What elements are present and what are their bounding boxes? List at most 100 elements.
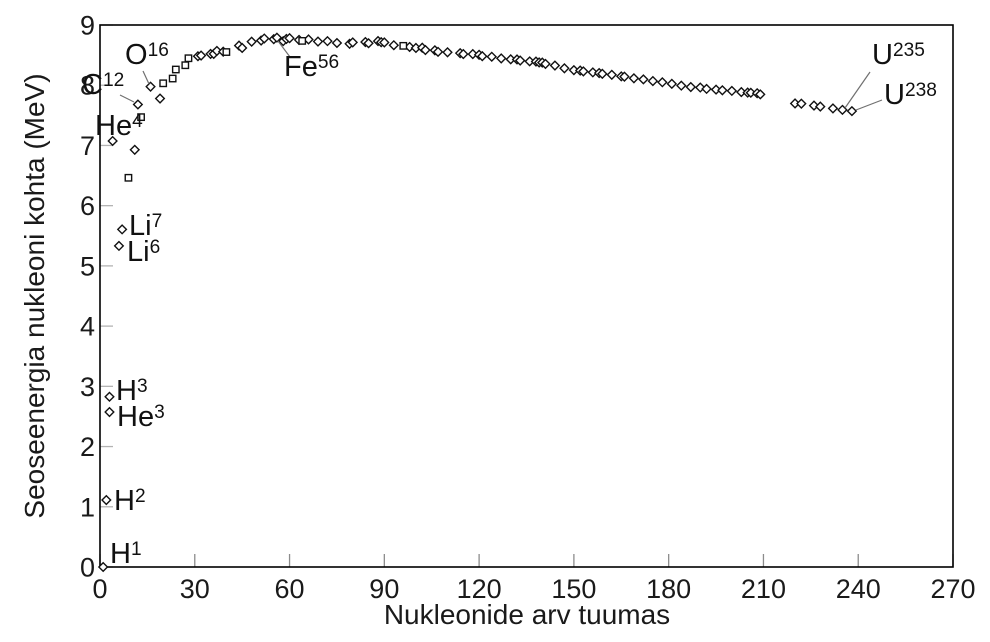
isotope-label-H2: H2 <box>114 485 146 517</box>
data-point-diamond <box>717 84 728 96</box>
data-point-square <box>171 65 180 74</box>
y-tick-label: 1 <box>80 492 95 522</box>
leader-line-O16 <box>142 70 150 85</box>
data-point-diamond <box>246 36 257 47</box>
data-point-diamond <box>442 46 453 58</box>
leader-line-Fe56 <box>277 40 291 58</box>
data-point-diamond <box>745 87 757 99</box>
isotope-label-He3: He3 <box>117 401 165 433</box>
data-point-square <box>124 173 133 182</box>
data-point-diamond <box>467 48 479 60</box>
x-tick-label: 270 <box>930 574 975 604</box>
y-tick-label: 9 <box>80 11 95 41</box>
data-point-diamond <box>476 50 488 62</box>
data-point-diamond <box>420 44 431 56</box>
data-point-diamond <box>587 67 599 78</box>
data-point-diamond <box>647 75 659 87</box>
data-point-diamond <box>808 100 820 111</box>
y-tick-label: 7 <box>80 131 95 161</box>
data-point-diamond <box>101 494 112 506</box>
data-point-diamond <box>104 391 115 403</box>
data-point-diamond <box>104 406 115 418</box>
data-point-diamond <box>347 37 359 48</box>
data-point-square <box>181 61 190 70</box>
isotope-label-He4: He4 <box>95 110 143 142</box>
isotope-label-C12: C12 <box>82 69 125 101</box>
data-point-diamond <box>559 63 570 74</box>
y-tick-label: 8 <box>80 71 95 101</box>
data-point-diamond <box>657 76 668 88</box>
data-point-square <box>298 36 307 45</box>
leader-line-U235 <box>844 71 871 109</box>
y-tick-label: 2 <box>80 432 95 462</box>
data-point-diamond <box>432 46 444 58</box>
data-point-diamond <box>606 69 618 81</box>
x-tick-label: 30 <box>180 574 210 604</box>
data-point-diamond <box>154 93 166 104</box>
data-point-diamond <box>331 37 343 49</box>
data-point-diamond <box>236 42 248 54</box>
x-tick-label: 210 <box>741 574 786 604</box>
x-tick-label: 90 <box>369 574 399 604</box>
data-point-square <box>222 48 231 56</box>
data-point-diamond <box>514 55 526 66</box>
data-point-square <box>184 54 193 63</box>
data-point-diamond <box>846 105 858 117</box>
data-point-diamond <box>379 37 390 48</box>
x-tick-label: 120 <box>457 574 502 604</box>
isotope-label-U238: U238 <box>884 79 937 111</box>
y-tick-label: 4 <box>80 312 95 342</box>
data-point-square <box>168 74 177 83</box>
x-axis-title: Nukleonide arv tuumas <box>383 599 671 630</box>
y-tick-label: 6 <box>80 191 95 221</box>
data-point-square <box>399 41 408 50</box>
data-point-diamond <box>258 33 270 44</box>
data-point-diamond <box>710 84 722 95</box>
data-point-diamond <box>388 39 400 51</box>
data-point-diamond <box>486 51 498 63</box>
data-point-diamond <box>211 45 223 57</box>
data-point-diamond <box>129 144 141 156</box>
isotope-label-Fe56: Fe56 <box>284 51 340 83</box>
data-point-diamond <box>701 83 712 95</box>
data-point-diamond <box>736 86 747 98</box>
x-tick-label: 60 <box>275 574 305 604</box>
data-point-diamond <box>837 104 848 116</box>
y-tick-label: 3 <box>80 372 95 402</box>
data-point-diamond <box>597 68 608 80</box>
data-point-diamond <box>271 32 283 43</box>
data-point-diamond <box>363 37 374 49</box>
plot-frame <box>99 24 954 568</box>
data-point-diamond <box>458 48 469 60</box>
data-point-diamond <box>97 561 109 573</box>
x-tick-label: 240 <box>836 574 881 604</box>
data-point-diamond <box>815 101 826 112</box>
data-point-square <box>159 79 168 88</box>
isotope-label-Li7: Li7 <box>129 210 163 242</box>
data-point-diamond <box>145 81 156 92</box>
leader-line-U238 <box>855 99 883 111</box>
y-tick-label: 5 <box>80 251 95 281</box>
x-tick-label: 150 <box>551 574 596 604</box>
data-point-diamond <box>116 224 128 235</box>
leader-line-C12 <box>119 94 135 103</box>
data-point-diamond <box>549 60 561 71</box>
data-point-diamond <box>796 98 807 109</box>
data-point-diamond <box>619 71 630 82</box>
x-tick-label: 180 <box>646 574 691 604</box>
data-point-diamond <box>628 73 640 84</box>
isotope-label-U235: U235 <box>872 39 925 71</box>
data-point-diamond <box>540 58 551 70</box>
data-point-diamond <box>638 74 649 85</box>
data-point-diamond <box>578 66 589 77</box>
data-point-diamond <box>754 89 766 100</box>
data-point-diamond <box>132 99 144 110</box>
y-axis-title: Seoseenergia nukleoni kohta (MeV) <box>19 73 50 519</box>
data-point-diamond <box>666 78 678 90</box>
y-tick-label: 0 <box>80 553 95 583</box>
data-point-diamond <box>322 35 333 47</box>
data-point-diamond <box>107 135 118 147</box>
isotope-label-H1: H1 <box>110 538 142 570</box>
